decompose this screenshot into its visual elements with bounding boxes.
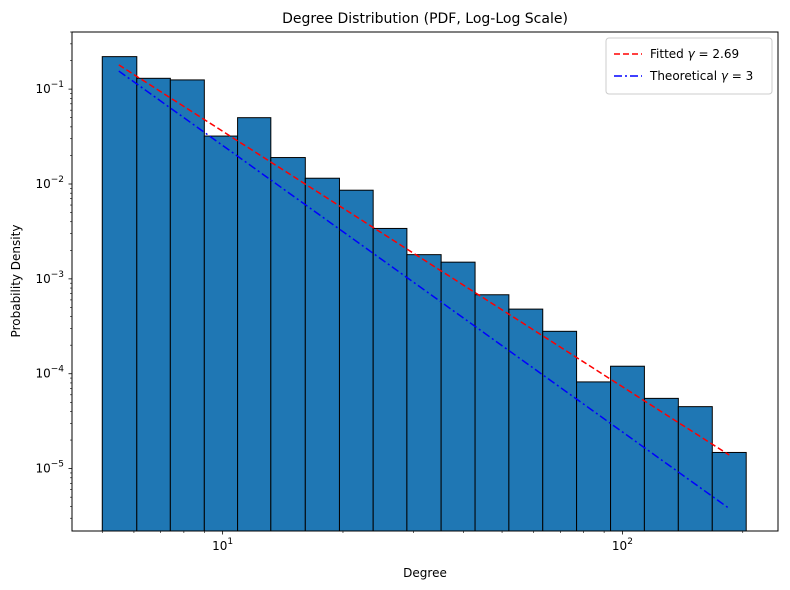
y-tick-label: 10−3 bbox=[35, 270, 64, 286]
histogram-bar bbox=[711, 451, 747, 532]
histogram-bar bbox=[440, 261, 476, 532]
histogram-bar bbox=[508, 308, 544, 532]
y-tick-label: 10−5 bbox=[35, 460, 64, 476]
histogram-bar bbox=[237, 117, 272, 532]
chart-title: Degree Distribution (PDF, Log-Log Scale) bbox=[282, 11, 568, 27]
histogram-bar bbox=[677, 406, 713, 532]
legend-box bbox=[605, 37, 773, 95]
histogram-bar bbox=[576, 381, 612, 532]
theoretical-line bbox=[118, 70, 730, 510]
histogram-bar bbox=[338, 189, 374, 532]
y-tick-label: 10−2 bbox=[35, 175, 64, 191]
histogram-bar bbox=[101, 56, 138, 532]
x-tick-label: 101 bbox=[212, 537, 233, 553]
fitted-line bbox=[118, 64, 730, 456]
x-tick-label: 102 bbox=[612, 537, 633, 553]
x-axis-label: Degree bbox=[403, 566, 447, 580]
y-tick-label: 10−4 bbox=[35, 365, 64, 381]
histogram-bar bbox=[372, 227, 408, 532]
histogram-bar bbox=[474, 294, 510, 532]
histogram-bar bbox=[542, 330, 578, 532]
y-tick-label: 10−1 bbox=[35, 80, 64, 96]
y-axis: 10−5 10−4 10−3 10−2 10−1 bbox=[35, 31, 72, 519]
plot-frame bbox=[71, 31, 779, 532]
series-lines bbox=[118, 64, 730, 510]
histogram-bar bbox=[643, 397, 679, 532]
histogram-bar bbox=[406, 254, 442, 532]
histogram-bar bbox=[136, 77, 171, 532]
histogram-bar bbox=[610, 365, 645, 532]
histogram-bar bbox=[304, 177, 340, 532]
histogram-bar bbox=[203, 135, 239, 532]
bars-group bbox=[101, 56, 747, 532]
histogram-bar bbox=[169, 79, 205, 532]
y-axis-label: Probability Density bbox=[9, 225, 23, 338]
legend-label: Theoretical γ = 3 bbox=[649, 69, 753, 83]
legend-label: Fitted γ = 2.69 bbox=[650, 47, 739, 61]
histogram-bar bbox=[270, 157, 306, 532]
legend: Fitted γ = 2.69 Theoretical γ = 3 bbox=[605, 37, 773, 95]
x-axis: 101 102 bbox=[101, 531, 744, 553]
